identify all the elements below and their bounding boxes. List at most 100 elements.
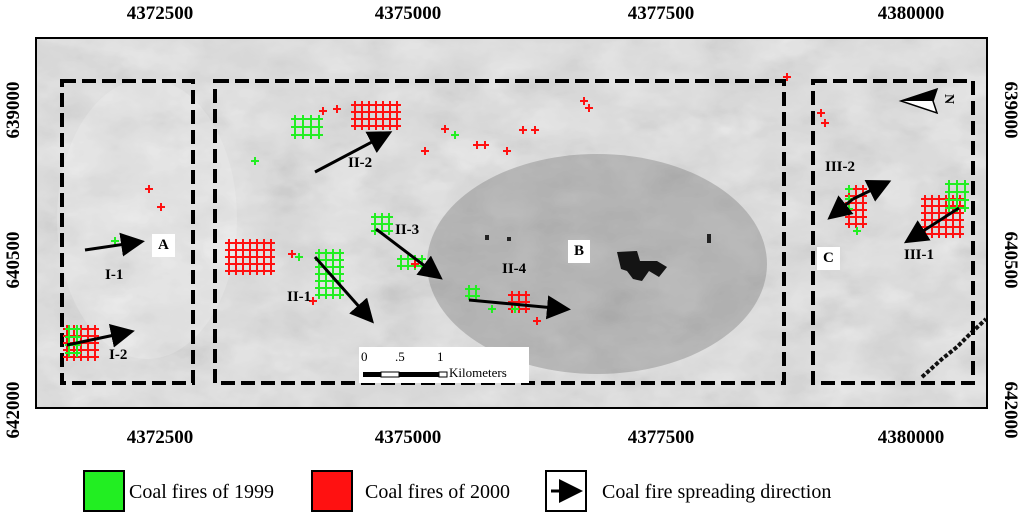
fire-2000-marker bbox=[379, 108, 387, 116]
fire-2000-marker bbox=[817, 109, 825, 117]
scale-bar bbox=[359, 347, 529, 383]
fire-2000-marker bbox=[253, 239, 261, 247]
fire-2000-marker bbox=[365, 101, 373, 109]
fire-2000-marker bbox=[84, 332, 92, 340]
fire-1999-marker bbox=[299, 131, 307, 139]
easting-tick-top-1: 4372500 bbox=[126, 3, 194, 24]
fire-2000-marker bbox=[421, 147, 429, 155]
fire-2000-marker bbox=[956, 209, 964, 217]
fire-2000-marker bbox=[372, 115, 380, 123]
fire-1999-marker bbox=[251, 157, 259, 165]
fire-2000-marker bbox=[859, 206, 867, 214]
scale-bar-segment-3 bbox=[399, 372, 439, 377]
fire-2000-marker bbox=[239, 246, 247, 254]
north-arrow bbox=[898, 87, 939, 115]
fire-2000-marker bbox=[921, 195, 929, 203]
fire-1999-marker bbox=[945, 180, 953, 188]
fire-2000-marker bbox=[351, 122, 359, 130]
fire-2000-marker bbox=[473, 141, 481, 149]
fire-1999-marker bbox=[329, 249, 337, 257]
fire-2000-marker bbox=[949, 230, 957, 238]
fire-2000-marker bbox=[386, 101, 394, 109]
fire-1999-marker bbox=[299, 123, 307, 131]
fire-1999-marker bbox=[73, 349, 81, 357]
arrow-iii-1 bbox=[903, 206, 960, 244]
easting-tick-top-2: 4375000 bbox=[374, 3, 442, 24]
scale-tick-half: .5 bbox=[395, 349, 405, 364]
fire-1999-marker bbox=[385, 227, 393, 235]
easting-tick-bottom-1: 4372500 bbox=[126, 427, 194, 448]
zone-b-boundary bbox=[213, 79, 786, 385]
scale-bar-segment-2 bbox=[380, 371, 400, 378]
fire-2000-marker bbox=[928, 202, 936, 210]
fire-2000-marker bbox=[232, 260, 240, 268]
fire-2000-marker bbox=[239, 253, 247, 261]
legend-swatch-arrow bbox=[545, 470, 587, 512]
fire-2000-marker bbox=[386, 108, 394, 116]
fire-1999-marker bbox=[488, 305, 496, 313]
arrow-ii-2 bbox=[314, 131, 393, 174]
fire-2000-marker bbox=[260, 267, 268, 275]
scale-tick-0: 0 bbox=[361, 349, 368, 364]
fire-1999-marker bbox=[322, 249, 330, 257]
fire-2000-marker bbox=[246, 267, 254, 275]
fire-2000-marker bbox=[859, 199, 867, 207]
fire-1999-marker bbox=[961, 188, 969, 196]
easting-tick-top-4: 4380000 bbox=[877, 3, 945, 24]
fire-1999-marker bbox=[472, 285, 480, 293]
fire-2000-marker bbox=[253, 253, 261, 261]
fire-2000-marker bbox=[246, 253, 254, 261]
arrow-label-ii-2: II-2 bbox=[348, 155, 373, 171]
zone-label-b: B bbox=[568, 240, 591, 263]
arrow-label-ii-1: II-1 bbox=[287, 289, 312, 305]
arrow-label-ii-4: II-4 bbox=[502, 261, 527, 277]
fire-2000-marker bbox=[481, 141, 489, 149]
legend-label-2000: Coal fires of 2000 bbox=[365, 481, 510, 503]
spreading-arrows bbox=[66, 131, 960, 348]
fire-1999-marker bbox=[291, 115, 299, 123]
fire-2000-marker bbox=[333, 105, 341, 113]
fire-1999-marker bbox=[511, 305, 519, 313]
fire-1999-marker bbox=[315, 284, 323, 292]
northing-tick-left-1: 639000 bbox=[3, 81, 24, 139]
fire-2000-marker bbox=[253, 260, 261, 268]
fire-1999-marker bbox=[322, 291, 330, 299]
fire-2000-marker bbox=[928, 209, 936, 217]
fire-2000-marker bbox=[358, 122, 366, 130]
fire-1999-marker bbox=[371, 220, 379, 228]
fire-2000-marker bbox=[821, 119, 829, 127]
easting-tick-bottom-3: 4377500 bbox=[627, 427, 695, 448]
legend-arrow-icon bbox=[551, 479, 583, 503]
fire-1999-marker bbox=[315, 115, 323, 123]
fire-1999-marker bbox=[385, 213, 393, 221]
map-canvas bbox=[37, 39, 986, 407]
legend-swatch-2000 bbox=[311, 470, 353, 512]
fire-2000-marker bbox=[309, 297, 317, 305]
arrow-ii-3 bbox=[375, 227, 443, 280]
northing-tick-left-3: 642000 bbox=[3, 381, 24, 439]
black-feature-b bbox=[617, 251, 667, 281]
fire-2000-marker bbox=[379, 122, 387, 130]
fire-1999-marker bbox=[307, 131, 315, 139]
fire-1999-marker bbox=[329, 263, 337, 271]
fire-2000-marker bbox=[942, 230, 950, 238]
fire-2000-marker bbox=[225, 239, 233, 247]
fire-2000-marker bbox=[288, 250, 296, 258]
fire-1999-marker bbox=[945, 188, 953, 196]
terrain-background bbox=[37, 39, 986, 407]
fire-2000-marker bbox=[225, 246, 233, 254]
fire-1999-marker bbox=[315, 270, 323, 278]
fire-1999-marker bbox=[953, 196, 961, 204]
fire-2000-marker bbox=[157, 203, 165, 211]
fire-2000-marker bbox=[386, 122, 394, 130]
easting-tick-bottom-4: 4380000 bbox=[877, 427, 945, 448]
fire-2000-marker bbox=[232, 239, 240, 247]
fire-2000-marker bbox=[935, 202, 943, 210]
terrain-shade bbox=[37, 39, 986, 407]
zone-a-boundary bbox=[60, 79, 195, 385]
fire-2000-marker bbox=[393, 101, 401, 109]
fire-2000-marker bbox=[267, 253, 275, 261]
fire-2000-marker bbox=[267, 260, 275, 268]
fire-1999-marker bbox=[307, 123, 315, 131]
fire-1999-marker bbox=[73, 333, 81, 341]
